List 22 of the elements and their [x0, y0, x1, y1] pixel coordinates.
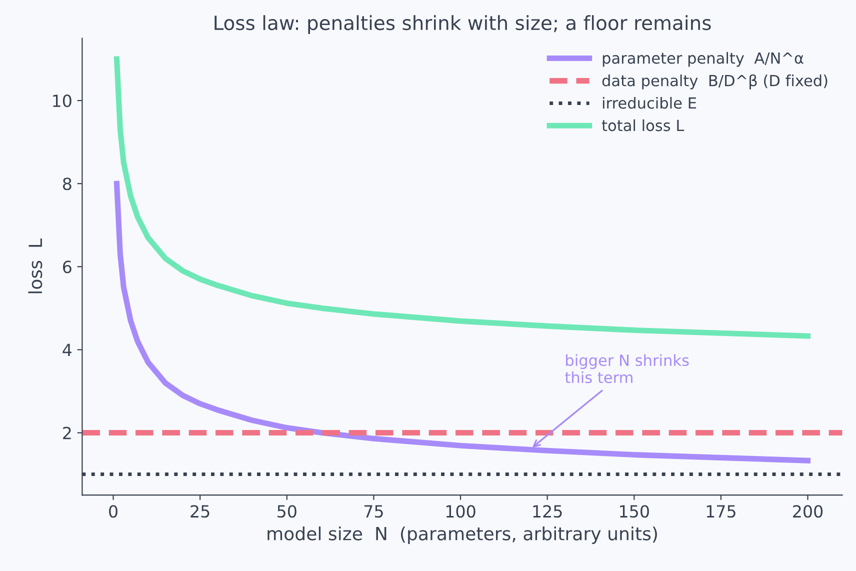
x-tick-label: 125	[533, 505, 562, 518]
x-axis-title: model size N (parameters, arbitrary units)	[268, 526, 657, 544]
x-tick-label: 25	[190, 505, 210, 518]
x-tick-label: 100	[446, 505, 476, 518]
x-tick-label: 75	[364, 505, 383, 518]
chart-title: Loss law: penalties shrink with size; a floor remains	[214, 15, 711, 34]
y-tick-label: 8	[62, 178, 72, 190]
annotation: bigger N shrinks this term	[565, 354, 689, 384]
y-tick-label: 2	[63, 426, 71, 440]
x-tick-label: 150	[620, 505, 649, 518]
legend-label: data penalty B/D^β (D fixed)	[602, 74, 828, 90]
legend-label: parameter penalty A/N^α	[602, 52, 804, 67]
y-axis-title: loss L	[28, 238, 42, 294]
y-tick-label: 4	[62, 344, 72, 356]
x-tick-label: 50	[278, 505, 296, 518]
x-tick-label: 200	[793, 505, 823, 518]
legend-label: irreducible E	[602, 96, 696, 109]
x-tick-label: 0	[109, 505, 118, 518]
legend-label: total loss L	[602, 119, 684, 132]
x-tick-label: 175	[706, 505, 736, 518]
y-tick-label: 10	[53, 94, 72, 108]
y-tick-label: 6	[63, 260, 72, 274]
